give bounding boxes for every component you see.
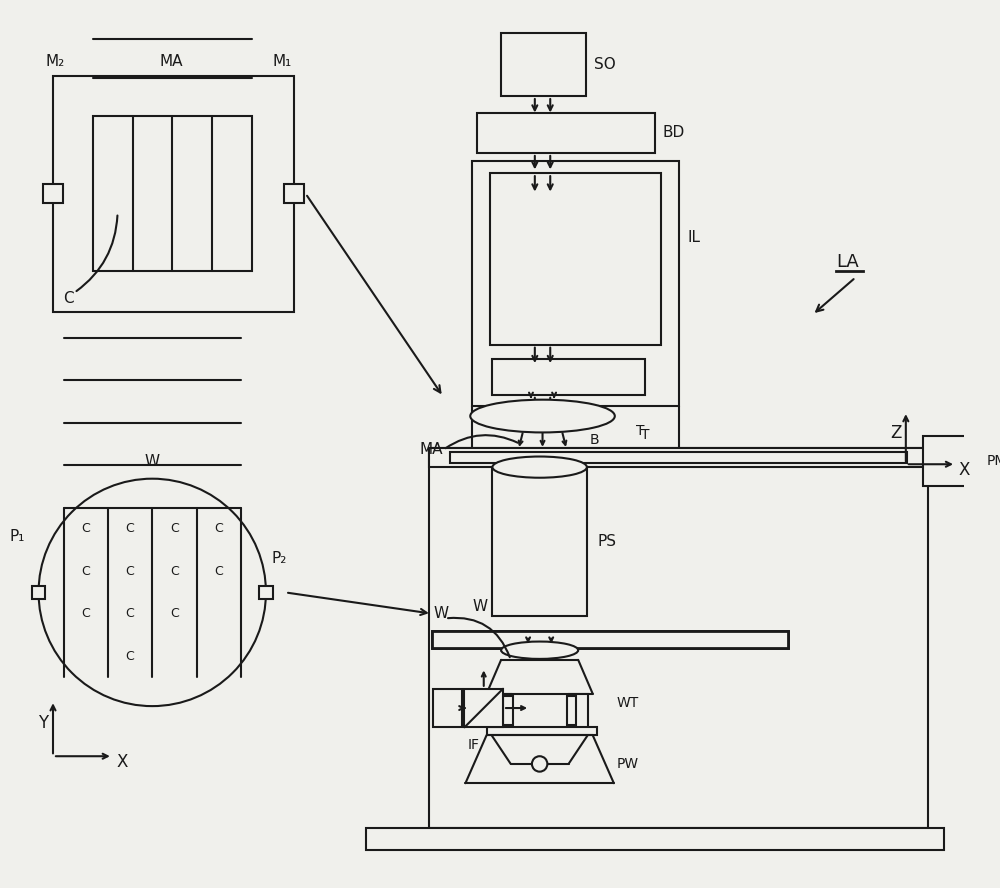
Bar xyxy=(501,34,586,96)
Bar xyxy=(43,184,63,203)
Text: C: C xyxy=(170,565,179,578)
Text: M₂: M₂ xyxy=(45,54,65,69)
Bar xyxy=(53,75,294,312)
Text: M₁: M₁ xyxy=(273,54,292,69)
Text: P₂: P₂ xyxy=(272,551,287,567)
Text: IF: IF xyxy=(467,738,479,751)
Text: IL: IL xyxy=(687,230,700,245)
Bar xyxy=(491,694,511,730)
Text: W: W xyxy=(472,599,487,614)
Ellipse shape xyxy=(501,641,578,659)
Bar xyxy=(492,467,587,615)
Text: W: W xyxy=(434,607,449,621)
Bar xyxy=(32,586,45,599)
Bar xyxy=(523,458,533,468)
Text: P₁: P₁ xyxy=(10,529,25,544)
Bar xyxy=(366,829,944,850)
Text: C: C xyxy=(126,565,134,578)
Text: B: B xyxy=(590,433,599,448)
Text: PM: PM xyxy=(987,455,1000,468)
Ellipse shape xyxy=(470,400,615,432)
Bar xyxy=(552,458,562,468)
Bar xyxy=(538,458,547,468)
Text: W: W xyxy=(145,454,160,469)
Text: BD: BD xyxy=(663,125,685,140)
Bar xyxy=(259,586,273,599)
Text: C: C xyxy=(170,522,179,535)
Text: C: C xyxy=(170,607,179,620)
Text: Z: Z xyxy=(890,424,902,442)
Bar xyxy=(437,634,783,646)
Bar xyxy=(432,631,788,648)
Bar xyxy=(569,694,588,730)
Bar xyxy=(284,184,304,203)
Text: C: C xyxy=(81,565,90,578)
Text: PW: PW xyxy=(617,757,639,771)
Text: LA: LA xyxy=(836,253,859,271)
Text: C: C xyxy=(126,649,134,662)
Bar xyxy=(477,113,655,153)
Text: MA: MA xyxy=(159,54,183,69)
Bar xyxy=(450,452,907,464)
Text: Y: Y xyxy=(38,715,48,733)
Circle shape xyxy=(39,479,266,706)
Text: C: C xyxy=(81,607,90,620)
Text: C: C xyxy=(81,522,90,535)
Text: T: T xyxy=(641,428,649,442)
Bar xyxy=(429,448,928,467)
Bar xyxy=(923,436,983,487)
Bar xyxy=(93,116,252,271)
Text: C: C xyxy=(126,522,134,535)
Text: SO: SO xyxy=(594,57,615,72)
Bar xyxy=(429,448,928,829)
Bar xyxy=(492,360,645,395)
Bar xyxy=(567,696,576,725)
Bar xyxy=(487,727,597,735)
Text: C: C xyxy=(214,522,223,535)
Bar xyxy=(433,689,462,727)
Text: WT: WT xyxy=(617,696,639,710)
Bar xyxy=(472,161,679,407)
Ellipse shape xyxy=(492,456,587,478)
Bar xyxy=(464,689,503,727)
Text: X: X xyxy=(117,753,128,771)
Bar xyxy=(506,646,573,655)
Text: PS: PS xyxy=(597,534,616,549)
Text: X: X xyxy=(959,461,970,479)
Bar xyxy=(490,173,661,345)
Bar xyxy=(432,631,788,648)
Circle shape xyxy=(532,757,547,772)
Text: MA: MA xyxy=(419,442,443,457)
Text: C: C xyxy=(126,607,134,620)
Text: C: C xyxy=(63,291,73,306)
Text: C: C xyxy=(214,565,223,578)
Bar xyxy=(503,696,513,725)
Text: T: T xyxy=(636,424,645,438)
